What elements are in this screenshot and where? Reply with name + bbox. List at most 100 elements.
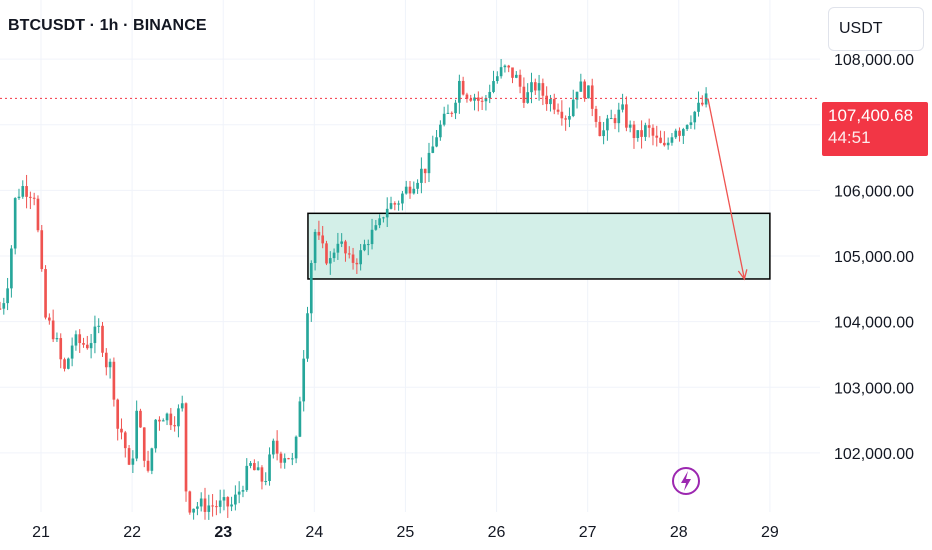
last-price-value: 107,400.68: [828, 106, 914, 125]
candle-body: [704, 93, 708, 105]
projection-arrow-layer: [707, 98, 748, 281]
symbol-title: BTCUSDT · 1h · BINANCE: [8, 17, 207, 34]
candle-body: [579, 81, 583, 92]
candle-body: [279, 453, 283, 463]
candle-body: [477, 97, 480, 101]
candle-body: [594, 108, 598, 122]
candle-body: [249, 463, 252, 466]
candle-body: [495, 76, 499, 82]
candle-body: [461, 80, 465, 95]
candle-body: [177, 408, 180, 427]
bar-countdown: 44:51: [828, 128, 871, 147]
candle-body: [439, 124, 442, 138]
candle-body: [116, 399, 120, 429]
candle-body: [283, 458, 287, 463]
candles-layer: [0, 58, 708, 520]
candle-body: [533, 82, 537, 91]
candle-body: [21, 186, 25, 197]
candle-body: [184, 403, 188, 492]
price-tick-label: 102,000.00: [834, 446, 914, 463]
demand-zone-rectangle[interactable]: [307, 212, 771, 280]
candle-body: [317, 231, 321, 236]
candle-body: [366, 244, 370, 246]
candle-body: [552, 99, 556, 110]
candle-body: [507, 65, 511, 68]
candle-body: [450, 112, 454, 114]
candle-body: [522, 86, 526, 103]
time-axis[interactable]: 21 22 23 24 25 26 27 28 29: [32, 524, 779, 541]
candle-body: [435, 137, 438, 147]
candle-body: [537, 83, 541, 91]
candle-body: [640, 130, 643, 137]
candle-body: [154, 419, 157, 449]
currency-button[interactable]: USDT: [828, 7, 924, 51]
candle-body: [389, 203, 393, 209]
candle-body: [230, 504, 233, 507]
candle-body: [625, 104, 628, 128]
time-tick-label: 21: [32, 524, 50, 541]
lightning-bolt-icon[interactable]: [672, 462, 708, 498]
candle-body: [431, 146, 435, 153]
candle-body: [644, 125, 647, 137]
last-price-badge: 107,400.68 44:51: [822, 102, 928, 156]
candle-body: [218, 500, 222, 507]
candle-body: [287, 458, 290, 460]
candle-body: [404, 186, 408, 194]
candle-body: [169, 413, 173, 426]
candle-body: [359, 250, 362, 265]
price-axis[interactable]: 102,000.00 103,000.00 104,000.00 105,000.00…: [834, 52, 914, 463]
candle-body: [188, 491, 192, 513]
candle-body: [469, 98, 473, 101]
candle-body: [0, 308, 2, 310]
candle-body: [541, 83, 545, 96]
candle-body: [628, 124, 632, 128]
candle-body: [700, 102, 704, 105]
candle-body: [180, 403, 184, 409]
time-tick-label: 28: [670, 524, 688, 541]
candle-body: [237, 491, 241, 495]
candle-body: [526, 92, 530, 103]
candle-body: [6, 288, 9, 304]
candle-body: [587, 85, 590, 99]
candle-body: [108, 361, 112, 368]
candle-body: [196, 506, 199, 509]
time-tick-label: 23: [214, 524, 232, 541]
candle-body: [636, 130, 640, 139]
time-tick-label: 26: [488, 524, 506, 541]
candle-body: [685, 125, 689, 130]
candle-body: [158, 419, 161, 422]
candle-body: [609, 118, 613, 120]
candle-body: [234, 494, 237, 505]
candle-body: [131, 458, 135, 465]
candle-body: [70, 345, 74, 359]
candle-body: [492, 81, 495, 92]
candle-body: [598, 121, 602, 137]
candle-body: [427, 152, 431, 174]
candle-body: [655, 135, 659, 138]
candle-body: [294, 436, 298, 459]
candle-body: [309, 263, 313, 314]
candle-body: [651, 127, 655, 136]
candle-body: [142, 427, 146, 461]
candle-body: [253, 463, 256, 471]
candle-body: [135, 410, 138, 459]
candle-body: [480, 100, 484, 102]
candle-body: [602, 130, 605, 137]
projection-arrow-line[interactable]: [707, 98, 746, 280]
candle-body: [408, 186, 412, 194]
candle-body: [397, 203, 400, 205]
candle-body: [321, 235, 325, 244]
candle-body: [306, 313, 309, 359]
candle-body: [374, 225, 378, 230]
candle-body: [325, 243, 328, 264]
candle-body: [674, 130, 678, 138]
candle-body: [393, 203, 397, 205]
candle-body: [514, 74, 518, 78]
candle-body: [382, 217, 385, 219]
candle-body: [678, 130, 681, 136]
candle-body: [245, 465, 249, 491]
candle-body: [275, 440, 279, 454]
candle-body: [632, 124, 636, 139]
price-tick-label: 105,000.00: [834, 249, 914, 266]
